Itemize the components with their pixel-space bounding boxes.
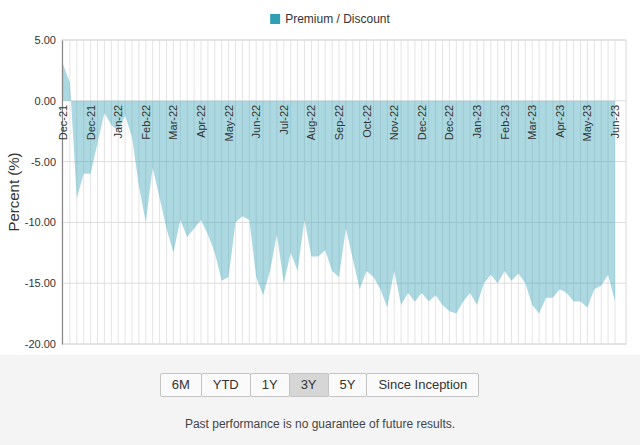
x-tick-label: Jul-22 — [278, 105, 290, 135]
x-tick: Dec-22 — [416, 101, 428, 140]
x-grid-line — [152, 40, 153, 344]
range-button[interactable]: 6M — [160, 373, 202, 397]
x-grid-line — [125, 40, 126, 344]
y-tick: -15.00 — [25, 277, 62, 289]
x-tick-label: Aug-22 — [305, 105, 317, 140]
x-tick: Mar-23 — [526, 101, 538, 140]
x-grid-line — [90, 40, 91, 344]
y-tick-label: 0.00 — [35, 95, 56, 107]
grid — [62, 40, 626, 344]
legend-swatch — [270, 14, 280, 24]
x-tick: Apr-23 — [554, 101, 566, 138]
marks — [63, 64, 615, 313]
x-grid-line — [138, 40, 139, 344]
y-tick-label: -10.00 — [25, 216, 56, 228]
y-tick: -5.00 — [31, 156, 62, 168]
range-button[interactable]: 1Y — [250, 373, 290, 397]
plot-frame — [62, 40, 626, 344]
y-tick-label: -5.00 — [31, 156, 56, 168]
y-axis: -20.00 -15.00 -10.00 -5.00 0.00 5.00 — [25, 34, 63, 350]
y-tick-label: -15.00 — [25, 277, 56, 289]
x-tick-label: Sep-22 — [333, 105, 345, 140]
x-grid-line — [104, 40, 105, 344]
x-tick: Sep-22 — [333, 101, 345, 140]
y-tick: -20.00 — [25, 338, 62, 350]
x-tick-label: May-22 — [223, 105, 235, 142]
x-grid-line — [97, 40, 98, 344]
x-tick: Feb-22 — [140, 101, 152, 140]
x-tick: Jul-22 — [278, 101, 290, 135]
x-tick: Apr-22 — [195, 101, 207, 138]
x-tick-label: Jun-22 — [250, 105, 262, 139]
area — [63, 64, 615, 313]
y-axis-line — [62, 41, 63, 345]
x-tick-label: Jan-23 — [471, 105, 483, 139]
x-tick-label: Oct-22 — [361, 105, 373, 138]
x-tick: May-23 — [581, 101, 593, 142]
x-grid-line — [83, 40, 84, 344]
y-tick: 5.00 — [35, 34, 62, 46]
x-tick: Dec-21 — [85, 101, 97, 140]
range-button[interactable]: 3Y — [289, 373, 329, 397]
x-tick: Jan-23 — [471, 101, 483, 139]
x-grid-line — [132, 40, 133, 344]
legend: Premium / Discount — [270, 12, 390, 26]
x-tick-label: Jan-22 — [112, 105, 124, 139]
y-axis-title: Percent (%) — [5, 152, 22, 231]
range-button[interactable]: 5Y — [328, 373, 368, 397]
x-tick-label: Mar-23 — [526, 105, 538, 140]
x-tick: Feb-23 — [499, 101, 511, 140]
x-tick: Jun-23 — [609, 101, 621, 139]
y-grid-line — [62, 40, 626, 41]
chart: -20.00-15.00-10.00-5.000.005.00Dec-21Dec… — [0, 0, 640, 355]
x-tick: Nov-22 — [388, 101, 400, 140]
x-tick-label: Dec-22 — [416, 105, 428, 140]
x-grid-line — [111, 40, 112, 344]
x-tick: Oct-22 — [361, 101, 373, 138]
x-tick-label: Dec-21 — [57, 105, 69, 140]
x-tick-label: Jun-23 — [609, 105, 621, 139]
x-tick: Dec-21 — [57, 101, 69, 140]
range-button[interactable]: YTD — [201, 373, 251, 397]
bottom-panel — [0, 355, 640, 445]
y-tick-label: -20.00 — [25, 338, 56, 350]
range-buttons: 6MYTD1Y3Y5YSince Inception — [0, 373, 640, 397]
x-tick: Jun-22 — [250, 101, 262, 139]
x-axis: Dec-21 Dec-21 Jan-22 Feb-22 Mar-22 Apr-22 May-… — [57, 101, 621, 142]
x-tick-label: Dec-21 — [85, 105, 97, 140]
range-button[interactable]: Since Inception — [366, 373, 479, 397]
footnote: Past performance is no guarantee of futu… — [0, 417, 640, 431]
x-tick-label: Feb-22 — [140, 105, 152, 140]
x-tick-label: Mar-22 — [167, 105, 179, 140]
x-tick-label: Nov-22 — [388, 105, 400, 140]
x-tick-label: Dec-22 — [443, 105, 455, 140]
x-tick-label: Apr-22 — [195, 105, 207, 138]
legend-label: Premium / Discount — [285, 12, 390, 26]
x-grid-line — [118, 40, 119, 344]
x-tick-label: Apr-23 — [554, 105, 566, 138]
x-tick: Jan-22 — [112, 101, 124, 139]
x-tick: Mar-22 — [167, 101, 179, 140]
y-tick: -10.00 — [25, 216, 62, 228]
y-grid-line — [62, 344, 626, 345]
x-tick-label: May-23 — [581, 105, 593, 142]
x-tick: Dec-22 — [443, 101, 455, 140]
x-tick: Aug-22 — [305, 101, 317, 140]
x-tick: May-22 — [223, 101, 235, 142]
y-tick-label: 5.00 — [35, 34, 56, 46]
x-tick-label: Feb-23 — [499, 105, 511, 140]
